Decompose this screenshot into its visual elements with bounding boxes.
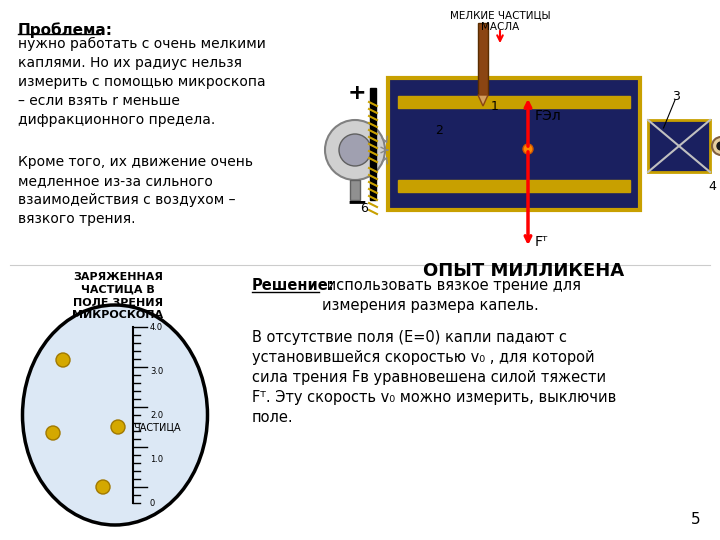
Text: поле.: поле.: [252, 410, 294, 425]
Text: 1.0: 1.0: [150, 455, 163, 463]
Text: 4.0: 4.0: [150, 322, 163, 332]
Circle shape: [339, 134, 371, 166]
Circle shape: [111, 420, 125, 434]
Bar: [478, 23, 488, 95]
Text: 1: 1: [491, 99, 499, 112]
Text: −: −: [346, 190, 367, 214]
Circle shape: [46, 426, 60, 440]
Ellipse shape: [22, 305, 207, 525]
Text: FЭл: FЭл: [535, 109, 562, 123]
Text: ОПЫТ МИЛЛИКЕНА: ОПЫТ МИЛЛИКЕНА: [423, 262, 624, 280]
Text: Fᵀ: Fᵀ: [535, 235, 548, 249]
Text: 2: 2: [435, 124, 443, 137]
Bar: [648, 120, 710, 172]
Polygon shape: [478, 95, 488, 106]
Text: 2.0: 2.0: [150, 410, 163, 420]
Text: Решение:: Решение:: [252, 278, 335, 293]
Text: Кроме того, их движение очень
медленное из-за сильного
взаимодействия с воздухом: Кроме того, их движение очень медленное …: [18, 155, 253, 226]
Circle shape: [96, 480, 110, 494]
Circle shape: [325, 120, 385, 180]
Text: нужно работать с очень мелкими
каплями. Но их радиус нельзя
измерить с помощью м: нужно работать с очень мелкими каплями. …: [18, 37, 266, 127]
Text: В отсутствие поля (​E​=​0) капли падают с: В отсутствие поля (​E​=​0) капли падают …: [252, 330, 567, 345]
Text: МЕЛКИЕ ЧАСТИЦЫ
МАСЛА: МЕЛКИЕ ЧАСТИЦЫ МАСЛА: [450, 10, 550, 32]
Bar: [398, 180, 630, 192]
Text: 3.0: 3.0: [150, 367, 163, 375]
Bar: [350, 180, 360, 200]
Text: 4: 4: [708, 179, 716, 192]
Text: 3: 3: [672, 90, 680, 103]
Bar: [388, 78, 640, 210]
Bar: [370, 88, 376, 200]
Text: 6: 6: [360, 201, 368, 214]
Text: ЗАРЯЖЕННАЯ
ЧАСТИЦА В
ПОЛЕ ЗРЕНИЯ
МИКРОСКОПА: ЗАРЯЖЕННАЯ ЧАСТИЦА В ПОЛЕ ЗРЕНИЯ МИКРОСК…: [73, 272, 163, 320]
Circle shape: [712, 137, 720, 155]
Text: сила трения Fв уравновешена силой тяжести: сила трения Fв уравновешена силой тяжест…: [252, 370, 606, 385]
Text: использовать вязкое трение для
измерения размера капель.: использовать вязкое трение для измерения…: [322, 278, 581, 313]
Circle shape: [717, 142, 720, 150]
Text: 5: 5: [690, 512, 700, 527]
Circle shape: [523, 144, 533, 154]
Bar: [398, 96, 630, 108]
Text: ЧАСТИЦА: ЧАСТИЦА: [133, 422, 181, 432]
Text: +: +: [348, 83, 366, 103]
Text: Проблема:: Проблема:: [18, 22, 113, 38]
Text: 0: 0: [150, 498, 156, 508]
Text: установившейся скоростью v₀ , для которой: установившейся скоростью v₀ , для которо…: [252, 350, 595, 365]
Circle shape: [56, 353, 70, 367]
Text: Fᵀ. Эту скорость v₀ можно измерить, выключив: Fᵀ. Эту скорость v₀ можно измерить, выкл…: [252, 390, 616, 405]
